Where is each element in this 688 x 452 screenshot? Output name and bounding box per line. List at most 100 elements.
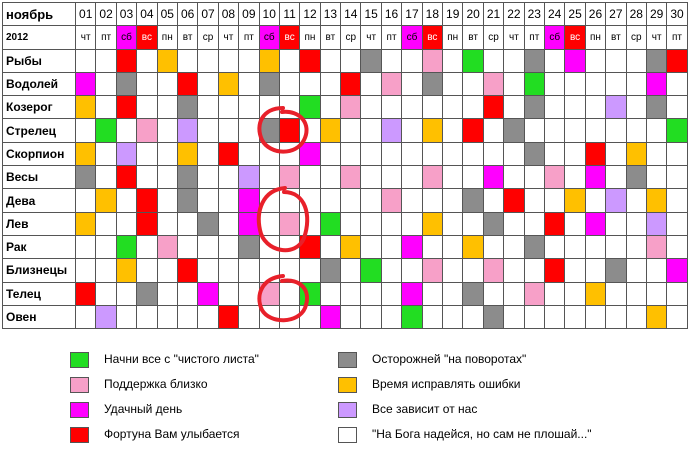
- day-cell-support: [278, 211, 301, 236]
- sign-label: Овен: [2, 304, 76, 330]
- day-cell-support: [543, 165, 566, 190]
- day-cell-rely-on-self: [74, 258, 97, 283]
- day-cell-rely-on-self: [136, 141, 158, 167]
- day-cell-fix-mistakes: [258, 48, 280, 73]
- day-cell-lucky-day: [197, 281, 219, 306]
- day-cell-rely-on-self: [401, 165, 423, 190]
- weekday-cell: вс: [278, 25, 301, 50]
- day-cell-rely-on-self: [217, 188, 240, 213]
- day-cell-rely-on-self: [442, 71, 464, 97]
- day-cell-rely-on-self: [197, 234, 219, 260]
- day-cell-depends-on-us: [605, 188, 627, 213]
- day-cell-rely-on-self: [115, 118, 138, 143]
- day-cell-rely-on-self: [278, 304, 301, 330]
- day-cell-caution: [645, 95, 668, 120]
- day-cell-rely-on-self: [380, 48, 403, 73]
- day-cell-rely-on-self: [503, 141, 525, 167]
- day-cell-depends-on-us: [380, 118, 403, 143]
- day-cell-rely-on-self: [666, 281, 688, 306]
- day-cell-lucky-day: [482, 165, 505, 190]
- weekday-cell: ср: [482, 25, 505, 50]
- day-cell-rely-on-self: [360, 141, 382, 167]
- day-cell-rely-on-self: [360, 304, 382, 330]
- day-cell-rely-on-self: [319, 165, 342, 190]
- weekday-cell: вс: [564, 25, 586, 50]
- weekday-cell: пт: [238, 25, 260, 50]
- day-cell-rely-on-self: [360, 165, 382, 190]
- date-cell: 25: [564, 1, 586, 27]
- day-cell-caution: [238, 234, 260, 260]
- day-cell-fresh-start: [299, 281, 321, 306]
- day-cell-rely-on-self: [442, 48, 464, 73]
- day-cell-rely-on-self: [543, 95, 566, 120]
- day-cell-fortune: [176, 258, 199, 283]
- day-cell-rely-on-self: [360, 188, 382, 213]
- day-cell-caution: [115, 71, 138, 97]
- day-cell-depends-on-us: [176, 118, 199, 143]
- day-cell-fix-mistakes: [584, 281, 607, 306]
- day-cell-rely-on-self: [115, 211, 138, 236]
- day-cell-rely-on-self: [258, 304, 280, 330]
- day-cell-rely-on-self: [625, 234, 647, 260]
- day-cell-support: [482, 258, 505, 283]
- day-cell-rely-on-self: [115, 281, 138, 306]
- day-cell-fortune: [666, 48, 688, 73]
- legend-label: Время исправлять ошибки: [372, 377, 521, 391]
- legend-swatch: [70, 377, 89, 393]
- day-cell-rely-on-self: [401, 48, 423, 73]
- day-cell-rely-on-self: [340, 188, 362, 213]
- day-cell-rely-on-self: [482, 48, 505, 73]
- sign-label: Рак: [2, 234, 76, 260]
- day-cell-fortune: [584, 141, 607, 167]
- weekday-cell: чт: [74, 25, 97, 50]
- dates-row: ноябрь 01 02 03 04 05 06 07 08 09 10 11 12 13 14 15 16 17…: [2, 1, 688, 27]
- date-cell: 11: [278, 1, 301, 27]
- day-cell-caution: [523, 95, 545, 120]
- day-cell-rely-on-self: [299, 71, 321, 97]
- day-cell-caution: [482, 304, 505, 330]
- day-cell-fix-mistakes: [74, 141, 97, 167]
- day-cell-rely-on-self: [176, 281, 199, 306]
- sign-row: Телец: [2, 281, 688, 306]
- day-cell-fix-mistakes: [95, 188, 117, 213]
- day-cell-caution: [605, 258, 627, 283]
- day-cell-rely-on-self: [421, 188, 444, 213]
- day-cell-fortune: [136, 188, 158, 213]
- legend-swatch: [70, 352, 89, 368]
- sign-row: Скорпион: [2, 141, 688, 167]
- day-cell-rely-on-self: [176, 304, 199, 330]
- day-cell-rely-on-self: [217, 211, 240, 236]
- day-cell-rely-on-self: [299, 304, 321, 330]
- legend-left: Начни все с "чистого листа" Поддержка бли…: [70, 352, 330, 452]
- sign-row: Водолей: [2, 71, 688, 97]
- day-cell-rely-on-self: [380, 141, 403, 167]
- day-cell-depends-on-us: [645, 211, 668, 236]
- day-cell-fix-mistakes: [74, 95, 97, 120]
- day-cell-caution: [176, 165, 199, 190]
- day-cell-rely-on-self: [401, 141, 423, 167]
- day-cell-fresh-start: [115, 234, 138, 260]
- day-cell-fresh-start: [462, 48, 484, 73]
- date-cell: 14: [340, 1, 362, 27]
- date-cell: 06: [176, 1, 199, 27]
- day-cell-rely-on-self: [625, 188, 647, 213]
- day-cell-fortune: [136, 211, 158, 236]
- date-cell: 23: [523, 1, 545, 27]
- date-cell: 10: [258, 1, 280, 27]
- day-cell-fortune: [115, 95, 138, 120]
- weekday-cell: чт: [503, 25, 525, 50]
- day-cell-rely-on-self: [156, 141, 178, 167]
- day-cell-rely-on-self: [136, 95, 158, 120]
- day-cell-fix-mistakes: [115, 258, 138, 283]
- sign-label: Рыбы: [2, 48, 76, 73]
- day-cell-rely-on-self: [564, 211, 586, 236]
- day-cell-rely-on-self: [645, 281, 668, 306]
- day-cell-rely-on-self: [523, 165, 545, 190]
- day-cell-rely-on-self: [401, 188, 423, 213]
- date-cell: 30: [666, 1, 688, 27]
- day-cell-fix-mistakes: [645, 304, 668, 330]
- day-cell-rely-on-self: [74, 304, 97, 330]
- day-cell-rely-on-self: [197, 118, 219, 143]
- legend-swatch: [338, 402, 357, 418]
- day-cell-caution: [625, 165, 647, 190]
